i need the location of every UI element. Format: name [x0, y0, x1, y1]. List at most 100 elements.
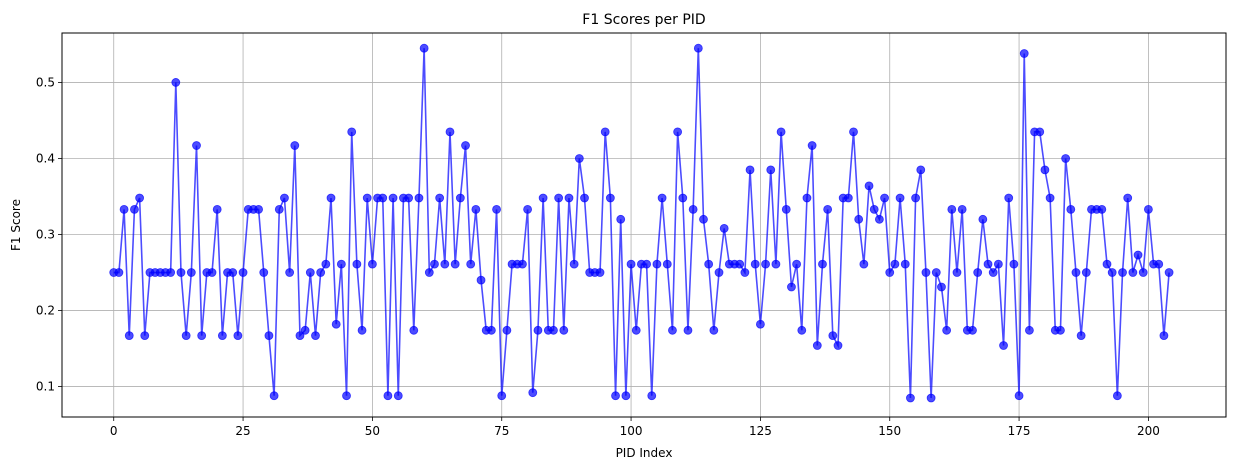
data-point: [740, 268, 750, 277]
data-point: [1159, 331, 1169, 341]
plot-frame: [61, 32, 1227, 418]
data-point: [140, 331, 150, 341]
data-point: [1164, 268, 1174, 277]
data-point: [735, 259, 745, 269]
data-point: [662, 259, 672, 269]
data-point: [973, 268, 983, 277]
data-point: [787, 282, 796, 292]
data-point: [812, 341, 822, 350]
data-point: [119, 205, 129, 214]
data-point: [518, 259, 527, 269]
data-point: [983, 259, 993, 269]
data-point: [1118, 268, 1127, 277]
data-point: [880, 193, 889, 203]
x-tick-label: 25: [235, 424, 250, 438]
data-point: [326, 193, 336, 203]
data-point: [233, 331, 243, 341]
data-point: [1071, 268, 1081, 277]
x-tick-label: 75: [494, 424, 509, 438]
data-point: [455, 193, 465, 203]
x-tick-label: 200: [1137, 424, 1160, 438]
data-point: [673, 127, 683, 137]
data-point: [461, 141, 470, 150]
data-point: [957, 205, 967, 214]
data-point: [290, 141, 300, 150]
data-point: [181, 331, 191, 341]
data-point: [124, 331, 134, 341]
data-point: [1154, 259, 1164, 269]
data-point: [285, 268, 295, 277]
x-tick-label: 125: [749, 424, 772, 438]
data-point: [1081, 268, 1091, 277]
data-point: [693, 43, 703, 53]
data-point: [776, 127, 786, 137]
data-point: [1045, 193, 1055, 203]
data-point: [1019, 49, 1029, 58]
data-point: [264, 331, 274, 341]
data-point: [321, 259, 331, 269]
data-point: [937, 282, 946, 292]
data-point: [616, 214, 626, 224]
data-point: [900, 259, 910, 269]
data-point: [631, 325, 641, 335]
data-point: [797, 325, 807, 335]
data-point: [471, 205, 481, 214]
data-point: [316, 268, 326, 277]
data-point: [859, 259, 869, 269]
data-point: [419, 43, 429, 53]
data-point: [414, 193, 424, 203]
x-axis-label: PID Index: [616, 446, 673, 460]
data-point: [993, 259, 1003, 269]
data-point: [916, 165, 926, 175]
y-axis-label: F1 Score: [9, 199, 23, 251]
data-point: [486, 325, 496, 335]
data-point: [621, 391, 631, 401]
data-point: [885, 268, 895, 277]
data-point: [1128, 268, 1138, 277]
data-point: [895, 193, 905, 203]
data-point: [781, 205, 791, 214]
data-point: [564, 193, 574, 203]
ticks: 0 25 50 75 100 125 150 175 200 0.1 0.2 0.3 0.4 0.5: [36, 75, 1160, 438]
data-point: [611, 391, 620, 401]
data-point: [1123, 193, 1133, 203]
data-point: [207, 268, 217, 277]
data-point: [833, 341, 843, 350]
data-point: [1009, 259, 1019, 269]
data-point: [947, 205, 957, 214]
data-point: [642, 259, 651, 269]
data-point: [745, 165, 755, 175]
data-point: [538, 193, 548, 203]
data-point: [254, 205, 263, 214]
data-point: [300, 325, 310, 335]
data-point: [197, 331, 207, 341]
data-point: [802, 193, 812, 203]
y-tick-label: 0.5: [36, 75, 55, 89]
x-tick-label: 100: [620, 424, 643, 438]
data-point: [1112, 391, 1122, 401]
data-point: [1102, 259, 1112, 269]
data-point: [1144, 205, 1153, 214]
data-point: [295, 331, 305, 341]
data-point: [114, 268, 124, 277]
data-point: [367, 259, 377, 269]
data-point: [445, 127, 455, 137]
data-point: [362, 193, 372, 203]
data-point: [869, 205, 879, 214]
data-point: [968, 325, 977, 335]
data-point: [890, 259, 900, 269]
data-point: [911, 193, 920, 203]
data-point: [1056, 325, 1065, 335]
data-point: [280, 193, 289, 203]
data-point: [678, 193, 688, 203]
data-point: [1040, 165, 1050, 175]
x-tick-label: 150: [878, 424, 901, 438]
data-point: [1061, 154, 1071, 163]
data-point: [166, 268, 176, 277]
data-point: [580, 193, 589, 203]
data-point: [1107, 268, 1117, 277]
data-point: [523, 205, 532, 214]
data-point: [559, 325, 569, 335]
y-tick-label: 0.1: [36, 380, 55, 394]
